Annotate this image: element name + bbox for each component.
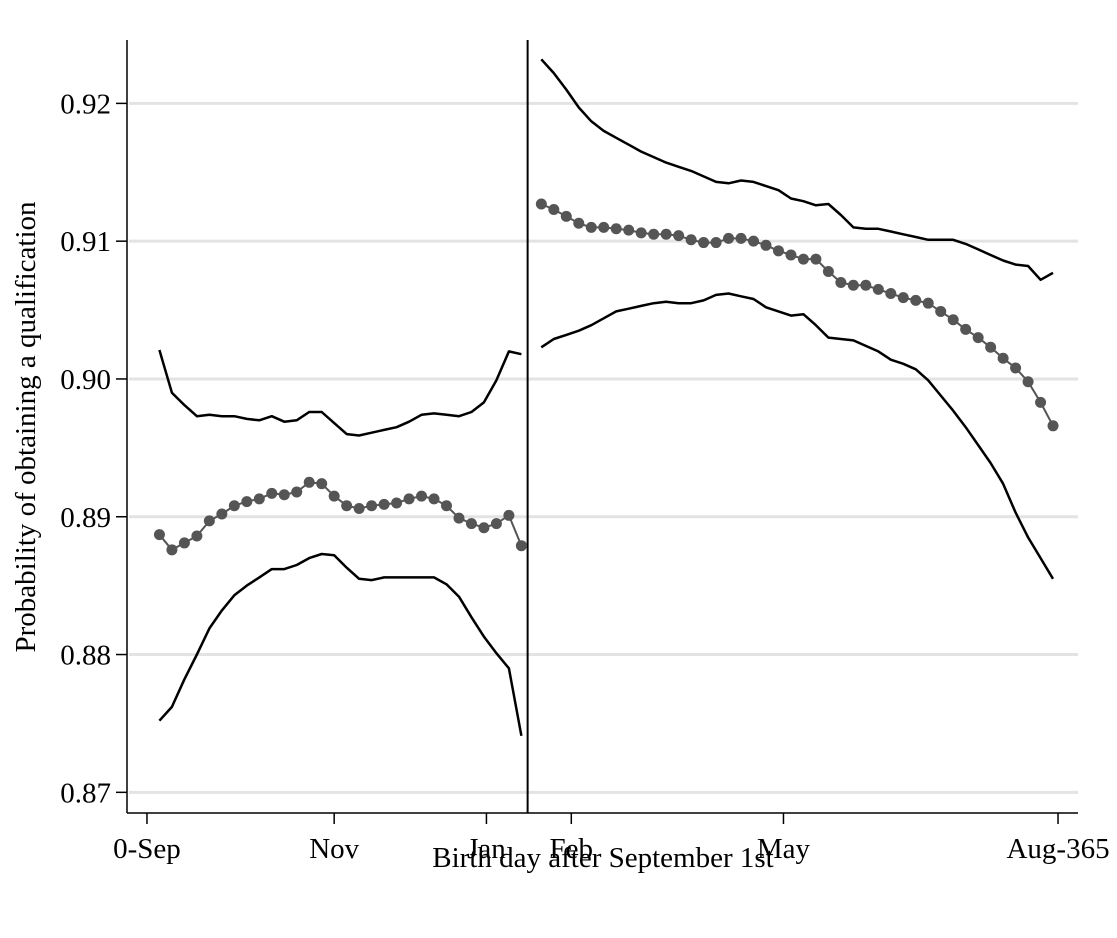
series-marker — [453, 512, 465, 524]
series-marker — [535, 198, 547, 210]
series-marker — [935, 305, 947, 317]
series-marker — [465, 518, 477, 530]
series-marker — [822, 265, 834, 277]
x-tick-label: May — [757, 833, 811, 865]
series-marker — [573, 217, 585, 229]
series-marker — [735, 232, 747, 244]
series-marker — [216, 508, 228, 520]
series-marker — [515, 540, 527, 552]
series-marker — [1035, 396, 1047, 408]
series-marker — [191, 530, 203, 542]
series-marker — [623, 224, 635, 236]
series-marker — [947, 314, 959, 326]
series-marker — [1010, 362, 1022, 374]
series-marker — [760, 239, 772, 251]
series-marker — [548, 203, 560, 215]
series-marker — [960, 323, 972, 335]
series-marker — [416, 490, 428, 502]
y-tick-label: 0.90 — [60, 364, 111, 396]
series-marker — [673, 230, 685, 242]
series-marker — [748, 235, 760, 247]
series-marker — [585, 221, 597, 233]
series-marker — [428, 493, 440, 505]
series-line — [158, 349, 522, 437]
series-marker — [1022, 376, 1034, 388]
series-marker — [860, 279, 872, 291]
series-marker — [847, 279, 859, 291]
series-line — [540, 58, 1054, 282]
series-marker — [228, 500, 240, 512]
series-marker — [560, 210, 572, 222]
x-tick-label: 0-Sep — [113, 833, 181, 865]
series-marker — [391, 497, 403, 509]
series-marker — [303, 476, 315, 488]
x-axis-title: Birth day after September 1st — [432, 842, 773, 874]
series-marker — [178, 537, 190, 549]
series-marker — [835, 277, 847, 289]
x-tick-label: Jan — [467, 833, 506, 865]
series-marker — [378, 498, 390, 510]
y-tick-label: 0.91 — [60, 226, 111, 258]
series-marker — [341, 500, 353, 512]
series-marker — [266, 487, 278, 499]
series-marker — [785, 249, 797, 261]
series-marker — [772, 245, 784, 257]
y-tick-label: 0.87 — [60, 777, 111, 809]
y-axis-title: Probability of obtaining a qualification — [10, 201, 42, 653]
series-marker — [440, 500, 452, 512]
series-marker — [885, 288, 897, 300]
series-marker — [997, 352, 1009, 364]
series-marker — [1047, 420, 1059, 432]
series-marker — [972, 332, 984, 344]
y-tick-label: 0.92 — [60, 88, 111, 120]
series-marker — [910, 294, 922, 306]
series-marker — [897, 292, 909, 304]
series-marker — [610, 223, 622, 235]
series-marker — [660, 228, 672, 240]
series-marker — [166, 544, 178, 556]
series-marker — [478, 522, 490, 534]
x-tick-label: Aug-365 — [1006, 833, 1109, 865]
y-tick-label: 0.88 — [60, 640, 111, 672]
series-marker — [253, 493, 265, 505]
series-line — [158, 552, 523, 737]
series-marker — [797, 253, 809, 265]
series-marker — [985, 341, 997, 353]
series-marker — [648, 228, 660, 240]
series-marker — [328, 490, 340, 502]
series-marker — [353, 502, 365, 514]
series-marker — [241, 496, 253, 508]
series-marker — [710, 237, 722, 249]
series-marker — [872, 283, 884, 295]
series-marker — [153, 529, 165, 541]
series-marker — [203, 515, 215, 527]
series-marker — [598, 221, 610, 233]
series-marker — [503, 509, 515, 521]
series-marker — [810, 253, 822, 265]
series-marker — [698, 237, 710, 249]
series-marker — [723, 232, 735, 244]
x-tick-label: Feb — [550, 833, 594, 865]
x-tick-label: Nov — [309, 833, 359, 865]
series-marker — [635, 227, 647, 239]
y-tick-label: 0.89 — [60, 502, 111, 534]
series-marker — [685, 234, 697, 246]
series-marker — [366, 500, 378, 512]
series-line — [540, 292, 1055, 580]
series-marker — [490, 518, 502, 530]
series-marker — [291, 486, 303, 498]
series-marker — [278, 489, 290, 501]
series-marker — [403, 493, 415, 505]
series-marker — [922, 297, 934, 309]
series-marker — [316, 478, 328, 490]
